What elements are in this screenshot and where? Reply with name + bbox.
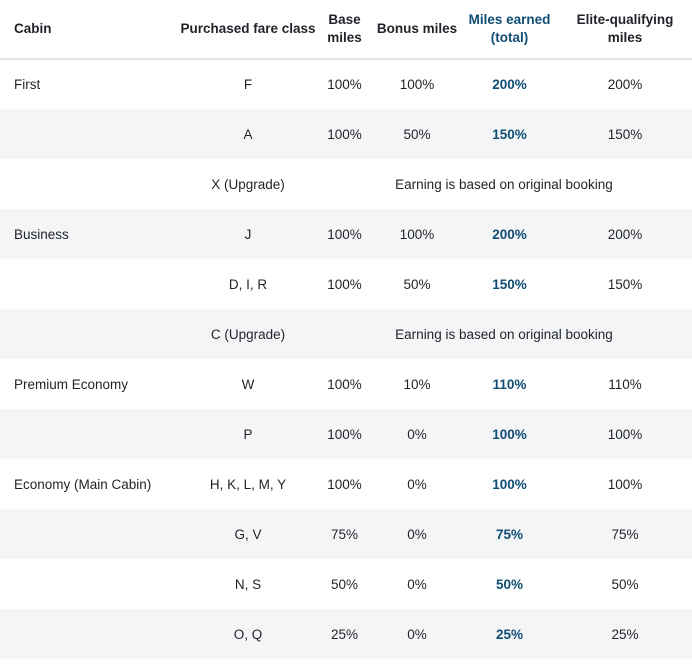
cell-miles-earned: 50% [495,576,524,592]
cell-bonus-miles: 100% [399,226,435,242]
table-header: Cabin Purchased fare class Base miles Bo… [0,0,692,59]
cell-miles-earned: 200% [492,77,527,92]
cell-cabin [0,159,180,209]
header-elite-qualifying: Elite-qualifying miles [576,12,674,45]
table-body: First F 100% 100% 200% 200% A 100% 50% 150% 150% X … [0,59,692,659]
cell-bonus-miles: 0% [407,426,427,442]
header-bonus-miles: Bonus miles [376,21,458,36]
cell-miles-earned: 110% [492,376,527,392]
cell-fare-class: H, K, L, M, Y [209,476,287,492]
cell-miles-earned: 150% [492,276,527,292]
cell-cabin: First [14,77,41,92]
cell-fare-class: J [244,226,252,242]
cell-base-miles: 75% [330,526,359,542]
cell-bonus-miles: 0% [407,526,427,542]
table-row: X (Upgrade) Earning is based on original … [0,159,692,209]
cell-base-miles: 100% [327,276,362,292]
cell-cabin: Economy (Main Cabin) [14,476,152,492]
cell-elite-qualifying: 100% [607,426,643,442]
cell-base-miles: 100% [327,426,362,442]
cell-miles-earned: 200% [492,226,527,242]
cell-cabin: Premium Economy [14,376,129,392]
cell-base-miles: 25% [330,626,359,642]
cell-cabin [0,409,180,459]
cell-elite-qualifying: 100% [607,476,643,492]
header-miles-earned: Miles earned (total) [468,12,551,45]
cell-elite-qualifying: 150% [607,276,643,292]
cell-elite-qualifying: 200% [607,226,643,242]
table-row: Business J 100% 100% 200% 200% [0,209,692,259]
table-row: P 100% 0% 100% 100% [0,409,692,459]
cell-fare-class: F [243,77,253,92]
cell-bonus-miles: 50% [403,126,431,142]
cell-elite-qualifying: 25% [611,626,639,642]
cell-base-miles: 100% [327,476,362,492]
cell-note: Earning is based on original booking [395,176,613,192]
cell-cabin [0,509,180,559]
table-row: Economy (Main Cabin) H, K, L, M, Y 100% 0% 1… [0,459,692,509]
cell-cabin [0,259,180,309]
table-row: G, V 75% 0% 75% 75% [0,509,692,559]
cell-miles-earned: 75% [495,526,524,542]
cell-elite-qualifying: 75% [611,526,639,542]
cell-cabin [0,609,180,659]
cell-fare-class: W [241,376,255,392]
cell-base-miles: 100% [327,77,362,92]
table-row: C (Upgrade) Earning is based on original … [0,309,692,359]
cell-base-miles: 100% [327,126,362,142]
cell-elite-qualifying: 200% [607,77,643,92]
cell-fare-class: P [243,426,253,442]
cell-fare-class: O, Q [233,626,263,642]
table-row: N, S 50% 0% 50% 50% [0,559,692,609]
cell-bonus-miles: 0% [407,576,427,592]
cell-miles-earned: 25% [495,626,524,642]
table-row: First F 100% 100% 200% 200% [0,59,692,109]
cell-fare-class: D, I, R [228,276,268,292]
cell-elite-qualifying: 150% [607,126,643,142]
cell-bonus-miles: 50% [403,276,431,292]
header-cabin: Cabin [14,21,52,36]
cell-fare-class: N, S [234,576,262,592]
cell-fare-class: A [243,126,253,142]
cell-miles-earned: 100% [492,476,527,492]
cell-base-miles: 50% [330,576,359,592]
cell-fare-class: G, V [234,526,262,542]
cell-note: Earning is based on original booking [395,326,613,342]
cell-cabin: Business [14,226,69,242]
cell-bonus-miles: 0% [407,626,427,642]
header-fare-class: Purchased fare class [180,21,316,36]
table-row: A 100% 50% 150% 150% [0,109,692,159]
cell-cabin [0,559,180,609]
header-row: Cabin Purchased fare class Base miles Bo… [0,0,692,59]
cell-bonus-miles: 10% [403,376,431,392]
table-row: D, I, R 100% 50% 150% 150% [0,259,692,309]
cell-base-miles: 100% [327,376,362,392]
cell-miles-earned: 150% [492,126,527,142]
cell-elite-qualifying: 110% [608,376,642,392]
cell-elite-qualifying: 50% [611,576,639,592]
table-row: Premium Economy W 100% 10% 110% 110% [0,359,692,409]
cell-fare-class: X (Upgrade) [211,176,285,192]
cell-base-miles: 100% [327,226,362,242]
header-base-miles: Base miles [327,12,362,45]
cell-fare-class: C (Upgrade) [210,326,286,342]
cell-bonus-miles: 100% [399,77,435,92]
cell-miles-earned: 100% [492,426,527,442]
cell-cabin [0,309,180,359]
cell-bonus-miles: 0% [407,476,427,492]
cell-cabin [0,109,180,159]
table-row: O, Q 25% 0% 25% 25% [0,609,692,659]
